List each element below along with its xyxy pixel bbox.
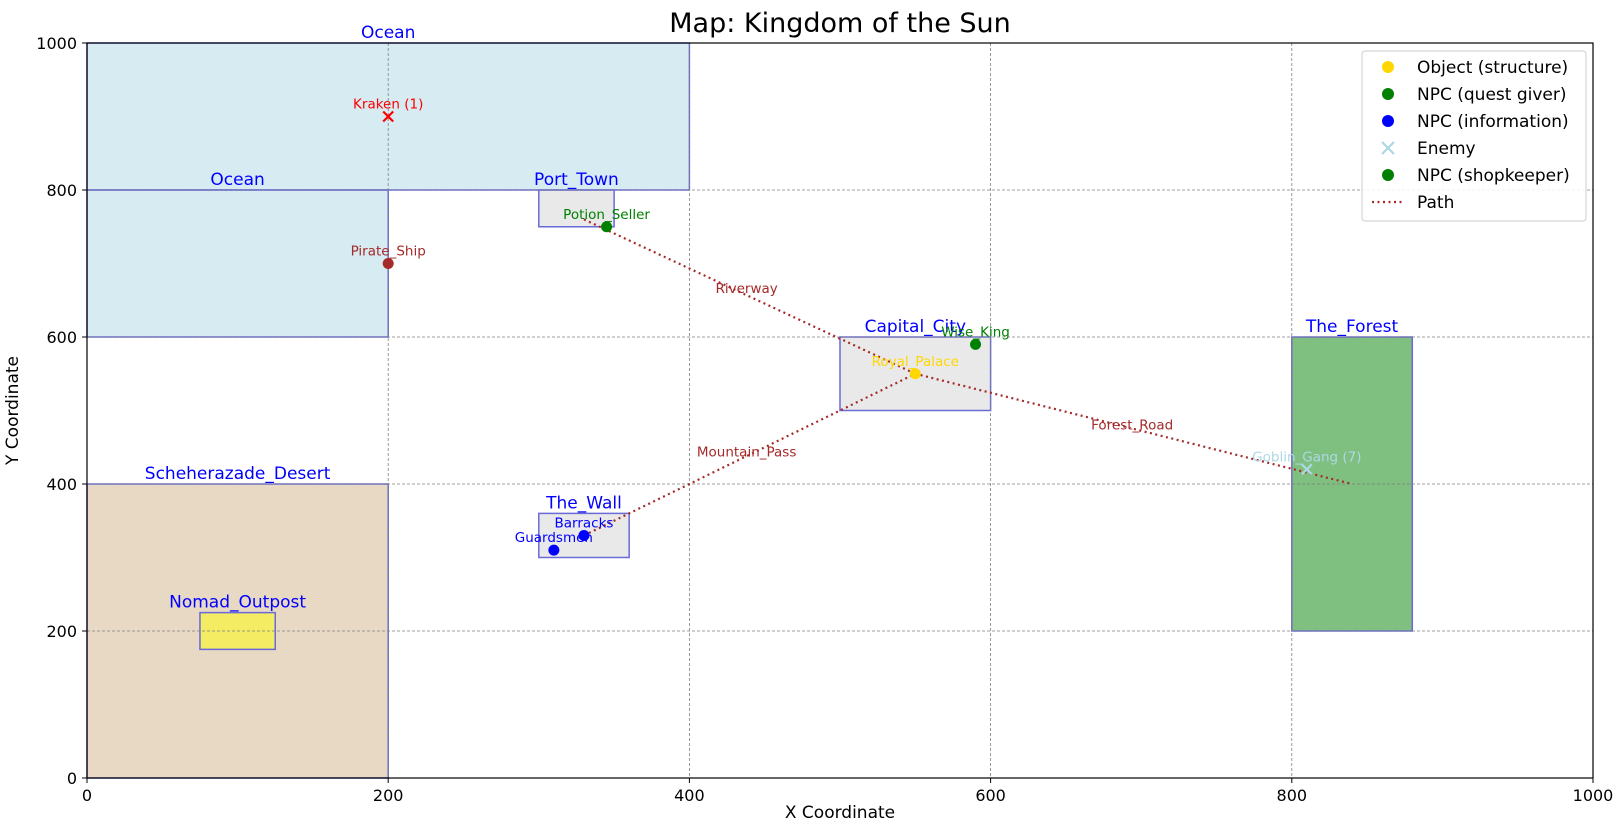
- region-port-town: [538, 189, 615, 228]
- legend-swatch: [1382, 61, 1394, 73]
- region-label-nomad-outpost: Nomad_Outpost: [169, 593, 306, 613]
- marker-kraken: [382, 110, 394, 123]
- marker-label-potion-seller: Potion_Seller: [563, 207, 650, 223]
- legend-swatch: [1382, 88, 1394, 100]
- regions-layer: Ocean Ocean Scheherazade_Desert Nomad_Outpo…: [86, 23, 1414, 779]
- path-label-mountain-pass: Mountain_Pass: [697, 445, 797, 461]
- marker-label-kraken: Kraken (1): [353, 97, 423, 113]
- x-tick-label: 200: [373, 786, 404, 805]
- marker-label-royal-palace: Royal_Palace: [872, 354, 959, 370]
- marker-label-goblin-gang: Goblin_Gang (7): [1252, 449, 1361, 465]
- ticks-layer: 0 200 400 600 800 1000 0 200 400 600 800 1000: [36, 34, 1613, 805]
- marker-guardsmen: [548, 544, 560, 556]
- legend-entry-npc-shopkeeper: NPC (shopkeeper): [1382, 166, 1570, 186]
- region-label-desert: Scheherazade_Desert: [145, 464, 331, 484]
- region-label-the-wall: The_Wall: [545, 493, 622, 513]
- y-tick-label: 0: [67, 769, 77, 788]
- x-axis-label: X Coordinate: [785, 803, 895, 823]
- marker-label-pirate-ship: Pirate_Ship: [351, 244, 426, 260]
- paths-layer: Riverway Forest_Road Mountain_Pass: [583, 218, 1353, 537]
- path-label-riverway: Riverway: [715, 281, 777, 297]
- x-tick-label: 400: [674, 786, 705, 805]
- legend-swatch: [1381, 141, 1395, 155]
- x-tick-label: 800: [1277, 786, 1308, 805]
- legend-entry-path: Path: [1372, 193, 1454, 213]
- legend: Object (structure) NPC (quest giver) NPC (…: [1361, 50, 1587, 222]
- grid-layer: [87, 43, 1593, 778]
- y-tick-label: 200: [46, 622, 77, 641]
- marker-potion-seller: [601, 221, 613, 233]
- chart-title: Map: Kingdom of the Sun: [669, 8, 1011, 39]
- region-label-the-forest: The_Forest: [1305, 317, 1399, 337]
- path-mountain-pass: [583, 372, 916, 537]
- x-tick-label: 0: [82, 786, 92, 805]
- legend-swatch: [1382, 115, 1394, 127]
- path-forest-road: [915, 372, 1353, 486]
- legend-entry-npc-information: NPC (information): [1382, 112, 1569, 132]
- legend-label: NPC (quest giver): [1417, 85, 1566, 105]
- path-label-forest-road: Forest_Road: [1091, 417, 1173, 433]
- marker-royal-palace: [909, 368, 921, 380]
- legend-label: Object (structure): [1417, 58, 1568, 78]
- y-tick-label: 1000: [36, 34, 77, 53]
- y-tick-label: 600: [46, 328, 77, 347]
- marker-goblin-gang: [1301, 463, 1313, 476]
- marker-label-wise-king: Wise_King: [941, 324, 1010, 340]
- y-tick-label: 400: [46, 475, 77, 494]
- legend-label: Path: [1417, 193, 1454, 213]
- y-axis-label: Y Coordinate: [3, 356, 23, 466]
- x-tick-label: 1000: [1573, 786, 1614, 805]
- region-ocean-west: [86, 189, 389, 338]
- legend-entry-enemy: Enemy: [1381, 139, 1476, 159]
- legend-label: Enemy: [1417, 139, 1476, 159]
- legend-swatch: [1382, 169, 1394, 181]
- path-riverway: [583, 218, 916, 375]
- legend-entry-object-structure: Object (structure): [1382, 58, 1568, 78]
- plot-frame: [86, 42, 1594, 779]
- region-label-capital-city: Capital_City: [865, 317, 966, 337]
- region-label-ocean-west: Ocean: [210, 170, 264, 190]
- legend-entry-npc-quest-giver: NPC (quest giver): [1382, 85, 1566, 105]
- marker-label-guardsmen: Guardsmen: [515, 530, 593, 546]
- legend-label: NPC (shopkeeper): [1417, 166, 1570, 186]
- region-label-ocean-north: Ocean: [361, 23, 415, 43]
- marker-barracks: [578, 529, 590, 541]
- marker-label-barracks: Barracks: [555, 515, 614, 531]
- legend-label: NPC (information): [1417, 112, 1569, 132]
- legend-box: [1361, 50, 1587, 222]
- markers-layer: Kraken (1) Pirate_Ship Potion_Seller Wise_K…: [351, 97, 1362, 556]
- region-label-port-town: Port_Town: [534, 170, 619, 190]
- marker-wise-king: [970, 338, 982, 350]
- marker-pirate-ship: [382, 258, 394, 269]
- y-tick-label: 800: [46, 181, 77, 200]
- x-tick-label: 600: [975, 786, 1006, 805]
